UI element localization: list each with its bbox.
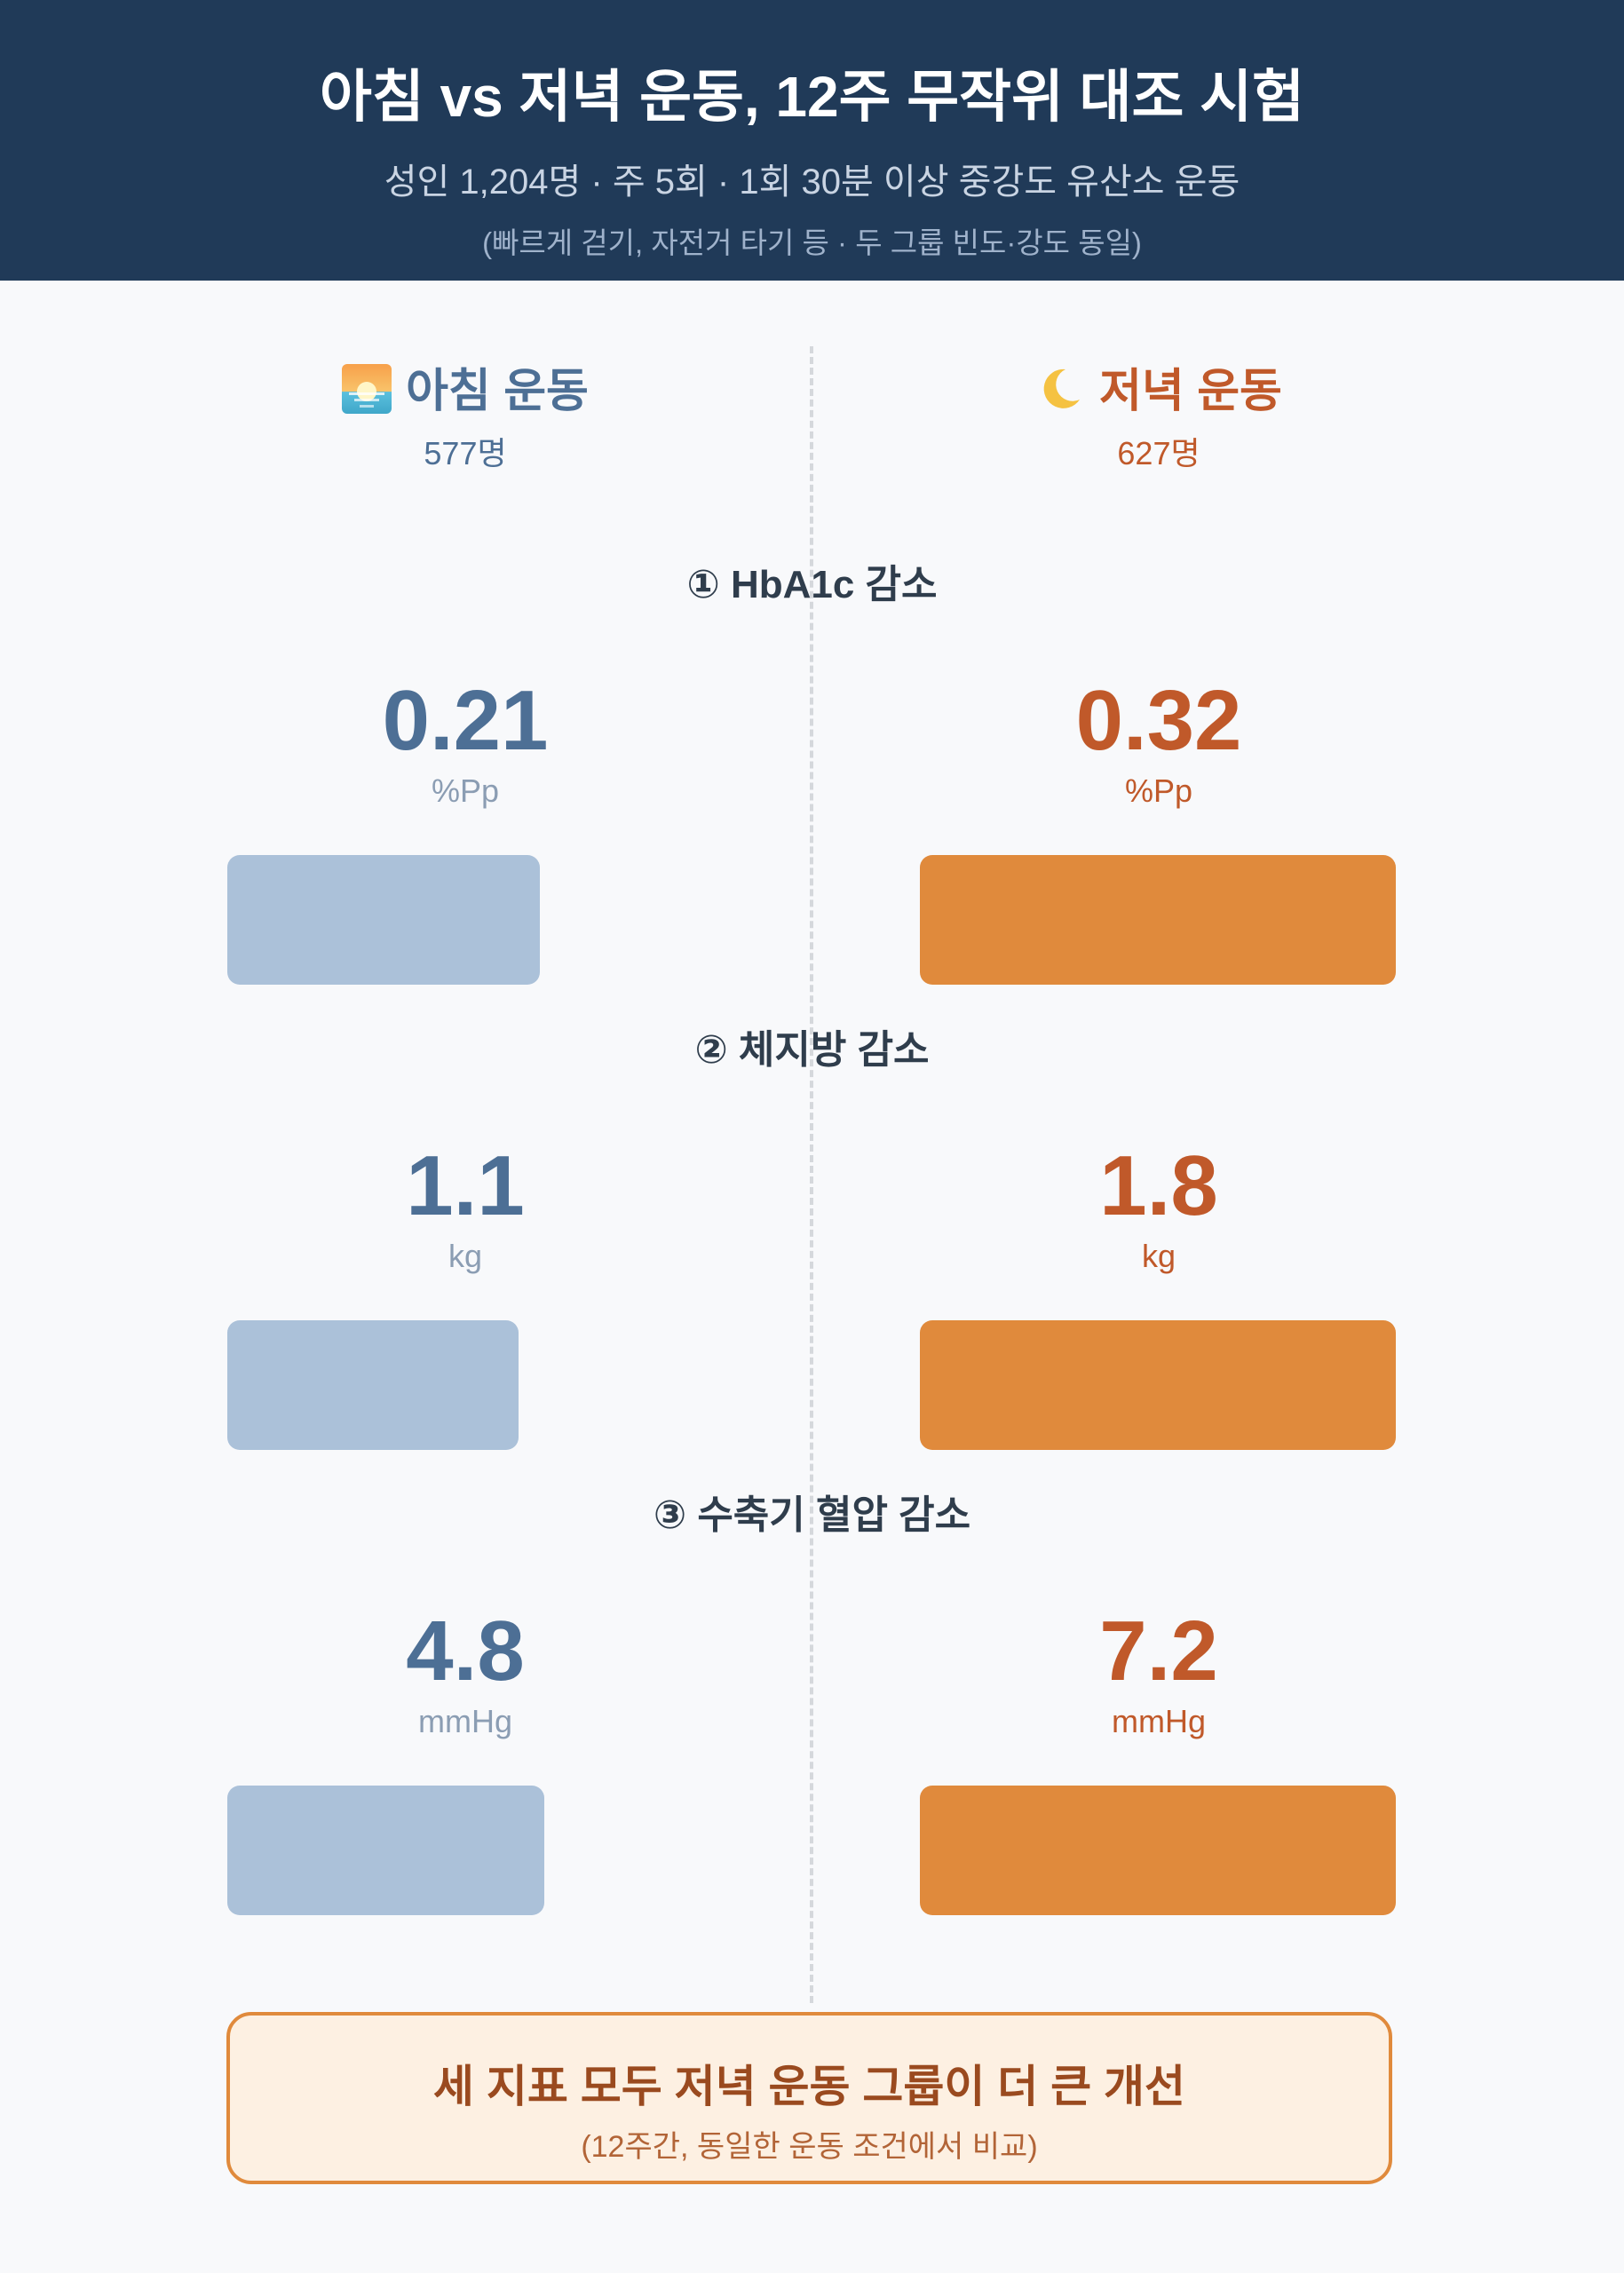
evening-group-count: 627명	[1117, 435, 1200, 471]
summary-sub: (12주간, 동일한 운동 조건에서 비교)	[581, 2130, 1038, 2164]
morning-unit-2: kg	[448, 1238, 483, 1274]
page-title: 아침 vs 저녁 운동, 12주 무작위 대조 시험	[320, 65, 1304, 129]
evening-unit-3: mmHg	[1112, 1703, 1206, 1739]
morning-bar-1	[227, 855, 540, 985]
evening-value-3: 7.2	[1099, 1604, 1218, 1699]
summary-box: 세 지표 모두 저녁 운동 그룹이 더 큰 개선 (12주간, 동일한 운동 조…	[226, 2012, 1392, 2184]
metric-title-3: ③ 수축기 혈압 감소	[653, 1493, 971, 1537]
morning-bar-2	[227, 1320, 519, 1450]
header: 아침 vs 저녁 운동, 12주 무작위 대조 시험 성인 1,204명 · 주…	[0, 0, 1624, 281]
center-divider	[810, 346, 813, 2003]
evening-bar-2	[920, 1320, 1396, 1450]
morning-unit-1: %Pp	[431, 772, 500, 809]
metric-title-1: ① HbA1c 감소	[686, 563, 938, 606]
summary-main: 세 지표 모두 저녁 운동 그룹이 더 큰 개선	[432, 2062, 1186, 2111]
evening-group-name: 저녁 운동	[1099, 366, 1282, 417]
morning-group-name: 아침 운동	[406, 366, 589, 417]
crescent-moon-icon	[1043, 368, 1081, 408]
evening-unit-1: %Pp	[1124, 772, 1193, 809]
sunrise-icon	[342, 364, 392, 414]
morning-unit-3: mmHg	[418, 1703, 512, 1739]
evening-value-2: 1.8	[1099, 1138, 1218, 1233]
evening-bar-3	[920, 1786, 1396, 1915]
page-subtitle: 성인 1,204명 · 주 5회 · 1회 30분 이상 중강도 유산소 운동	[384, 162, 1240, 202]
evening-unit-2: kg	[1141, 1238, 1176, 1274]
evening-value-1: 0.32	[1075, 673, 1242, 768]
morning-value-1: 0.21	[382, 673, 549, 768]
metric-title-2: ② 체지방 감소	[694, 1028, 930, 1072]
morning-group-count: 577명	[424, 435, 507, 471]
evening-bar-1	[920, 855, 1396, 985]
page-note: (빠르게 걷기, 자전거 타기 등 · 두 그룹 빈도·강도 동일)	[482, 226, 1142, 259]
morning-value-3: 4.8	[406, 1604, 525, 1699]
morning-value-2: 1.1	[406, 1138, 525, 1233]
morning-bar-3	[227, 1786, 544, 1915]
